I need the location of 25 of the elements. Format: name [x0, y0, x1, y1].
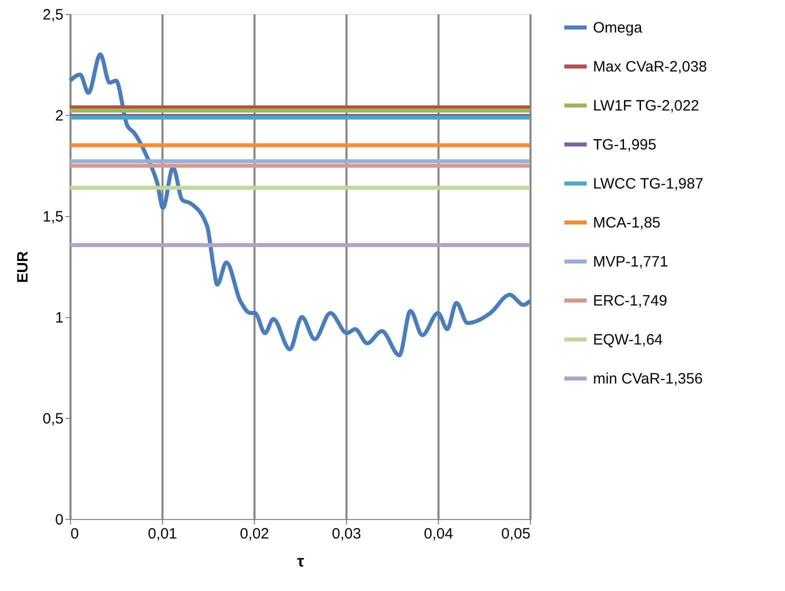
legend-label: min CVaR-1,356 [593, 370, 703, 388]
y-tick-label: 2,5 [42, 6, 64, 24]
legend-label: Max CVaR-2,038 [593, 58, 707, 76]
legend-label: LW1F TG-2,022 [593, 98, 700, 114]
x-tick-label: 0,03 [332, 526, 362, 542]
x-tick-label: 0,05 [501, 526, 530, 542]
y-tick-label: 1 [55, 310, 64, 326]
legend-label: Omega [593, 20, 643, 36]
legend-label: LWCC TG-1,987 [593, 176, 704, 192]
legend-label: TG-1,995 [593, 136, 656, 154]
x-tick-label: 0,01 [148, 526, 178, 542]
y-tick-label: 2 [55, 108, 64, 124]
y-tick-label: 0 [55, 512, 64, 528]
y-axis-title: EUR [14, 251, 32, 283]
y-tick-label: 0,5 [42, 410, 64, 428]
x-tick-label: 0,04 [424, 526, 454, 542]
y-tick-label: 1,5 [42, 208, 64, 226]
x-tick-label: 0 [70, 526, 79, 542]
x-tick-label: 0,02 [240, 526, 270, 542]
legend-label: EQW-1,64 [593, 332, 663, 348]
line-series [68, 52, 532, 358]
x-axis-title: τ [296, 554, 304, 570]
legend-label: ERC-1,749 [593, 292, 668, 310]
legend-label: MCA-1,85 [593, 214, 661, 232]
legend-label: MVP-1,771 [593, 254, 668, 270]
